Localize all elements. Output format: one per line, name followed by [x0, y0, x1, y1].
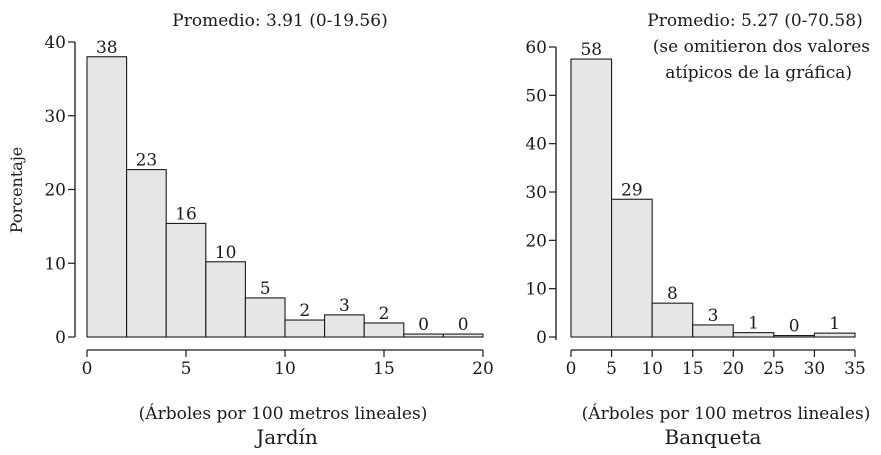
jardin-bar-label-6: 3 [339, 296, 350, 316]
banqueta-bar-0 [570, 58, 613, 338]
jardin-bar-label-3: 10 [215, 243, 237, 263]
banqueta-y-tick-label-1: 10 [525, 280, 547, 300]
jardin-y-tick-label-3: 30 [44, 107, 66, 127]
jardin-y-tick-label-1: 10 [44, 254, 66, 274]
banqueta-x-axis-label: (Árboles por 100 metros lineales) [582, 403, 871, 424]
banqueta-bar-label-1: 29 [621, 180, 643, 200]
banqueta-bar-label-5: 0 [789, 317, 800, 337]
banqueta-y-tick-label-2: 20 [525, 231, 547, 251]
banqueta-bar-label-6: 1 [829, 314, 840, 334]
chart-banqueta: Promedio: 5.27 (0-70.58) (se omitieron d… [525, 11, 870, 449]
banqueta-x-tick-label-3: 15 [682, 359, 704, 379]
banqueta-bar-6 [813, 332, 856, 338]
banqueta-bar-4 [732, 332, 775, 338]
jardin-bar-1 [126, 169, 167, 338]
banqueta-bar-1 [611, 198, 653, 338]
jardin-bar-4 [244, 297, 286, 338]
jardin-x-tick-label-1: 5 [181, 359, 192, 379]
banqueta-bar-label-3: 3 [708, 306, 719, 326]
jardin-y-tick-label-0: 0 [55, 328, 66, 348]
banqueta-y-tick-label-0: 0 [536, 328, 547, 348]
banqueta-y-tick-label-5: 50 [525, 86, 547, 106]
jardin-bar-label-7: 2 [379, 304, 390, 324]
jardin-bar-3 [205, 261, 246, 338]
jardin-bar-label-0: 38 [96, 38, 118, 58]
jardin-x-tick-label-0: 0 [82, 359, 93, 379]
banqueta-x-tick-label-5: 25 [763, 359, 785, 379]
chart-jardin: Promedio: 3.91 (0-19.56) Porcentaje 3823… [7, 11, 494, 449]
banqueta-bar-2 [651, 302, 694, 338]
banqueta-bar-3 [692, 324, 734, 338]
jardin-x-tick-label-2: 10 [274, 359, 296, 379]
jardin-bar-6 [324, 314, 365, 338]
banqueta-y-tick-label-6: 60 [525, 38, 547, 58]
jardin-bar-label-5: 2 [299, 301, 310, 321]
banqueta-bar-label-4: 1 [748, 314, 759, 334]
banqueta-x-tick-label-6: 30 [804, 359, 826, 379]
jardin-y-tick-label-2: 20 [44, 181, 66, 201]
banqueta-x-tick-label-2: 10 [641, 359, 663, 379]
jardin-bar-7 [363, 322, 405, 338]
jardin-bar-label-9: 0 [458, 315, 469, 335]
banqueta-caption: Banqueta [665, 425, 762, 449]
banqueta-x-tick-label-4: 20 [722, 359, 744, 379]
banqueta-y-tick-label-3: 30 [525, 183, 547, 203]
jardin-x-axis-label: (Árboles por 100 metros lineales) [139, 403, 428, 424]
jardin-bar-0 [86, 56, 128, 338]
banqueta-y-tick-label-4: 40 [525, 135, 547, 155]
jardin-bar-2 [165, 222, 207, 338]
jardin-x-tick-label-4: 20 [472, 359, 494, 379]
jardin-bar-9 [442, 333, 484, 338]
banqueta-note-line-2: atípicos de la gráfica) [665, 63, 852, 83]
jardin-caption: Jardín [254, 425, 318, 449]
jardin-bar-label-1: 23 [136, 151, 158, 171]
banqueta-note-line-1: (se omitieron dos valores [653, 37, 870, 57]
jardin-title: Promedio: 3.91 (0-19.56) [172, 11, 387, 31]
jardin-bar-label-4: 5 [260, 279, 271, 299]
jardin-bar-5 [284, 319, 326, 338]
jardin-x-tick-label-3: 15 [373, 359, 395, 379]
banqueta-bar-label-0: 58 [580, 40, 602, 60]
banqueta-x-tick-label-0: 0 [566, 359, 577, 379]
jardin-y-axis-label: Porcentaje [7, 147, 26, 234]
banqueta-x-tick-label-7: 35 [844, 359, 866, 379]
banqueta-bar-label-2: 8 [667, 284, 678, 304]
jardin-bar-label-8: 0 [418, 315, 429, 335]
banqueta-x-tick-label-1: 5 [606, 359, 617, 379]
banqueta-title: Promedio: 5.27 (0-70.58) [647, 11, 862, 31]
jardin-y-tick-label-4: 40 [44, 33, 66, 53]
jardin-bar-label-2: 16 [175, 204, 197, 224]
